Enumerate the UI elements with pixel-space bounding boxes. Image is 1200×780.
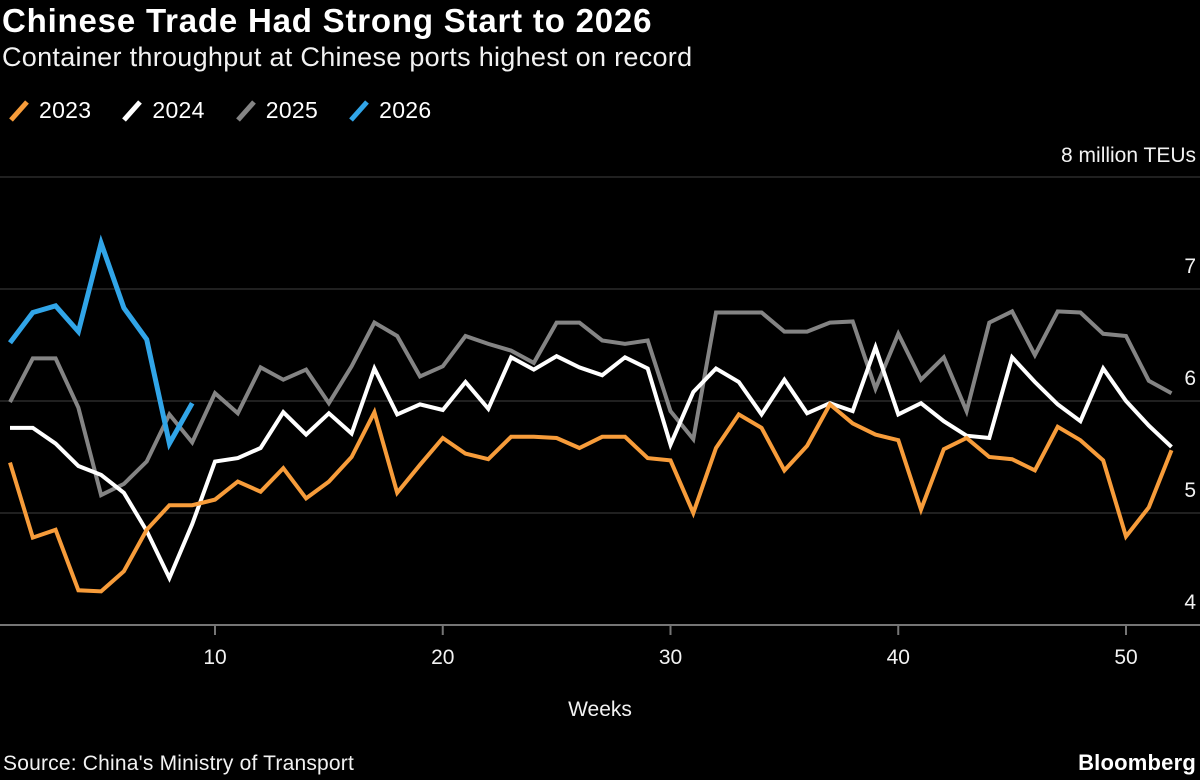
legend-label-2025: 2025 — [265, 97, 319, 123]
legend-slash-icon-2025 — [235, 99, 256, 122]
y-tick-label-7: 7 — [1184, 255, 1196, 278]
legend-item-2023: 2023 — [8, 97, 91, 124]
source-note: Source: China's Ministry of Transport — [3, 752, 355, 775]
legend-label-2023: 2023 — [39, 97, 92, 123]
legend-slash-icon-2026 — [349, 99, 369, 122]
legend-slash-icon-2024 — [122, 99, 143, 122]
series-line-2025 — [8, 308, 1173, 498]
x-tick-label-50: 50 — [1114, 646, 1138, 669]
series-line-2024 — [10, 341, 1173, 583]
legend-item-2024: 2024 — [121, 97, 204, 124]
y-axis-unit-label: 8 million TEUs — [1061, 144, 1196, 167]
legend-item-2026: 2026 — [348, 97, 431, 124]
y-tick-label-4: 4 — [1184, 591, 1196, 614]
legend-slash-icon-2023 — [9, 99, 29, 122]
x-tick-label-40: 40 — [886, 646, 910, 669]
x-tick-label-30: 30 — [658, 646, 683, 669]
x-tick-label-10: 10 — [203, 646, 227, 669]
x-tick-label-20: 20 — [431, 646, 455, 669]
x-axis-title: Weeks — [568, 698, 632, 721]
legend-label-2026: 2026 — [379, 97, 432, 123]
bloomberg-logo: Bloomberg — [1078, 750, 1196, 775]
chart-title: Chinese Trade Had Strong Start to 2026 — [2, 2, 653, 39]
series-line-2026 — [8, 234, 195, 451]
chart-subtitle: Container throughput at Chinese ports hi… — [2, 42, 693, 72]
y-tick-label-6: 6 — [1184, 367, 1196, 390]
series-line-2023 — [8, 401, 1174, 594]
legend-item-2025: 2025 — [235, 97, 318, 124]
y-tick-label-5: 5 — [1184, 479, 1196, 502]
legend-label-2024: 2024 — [152, 97, 205, 123]
chart-legend: 2023 2024 2025 2026 — [8, 97, 432, 124]
